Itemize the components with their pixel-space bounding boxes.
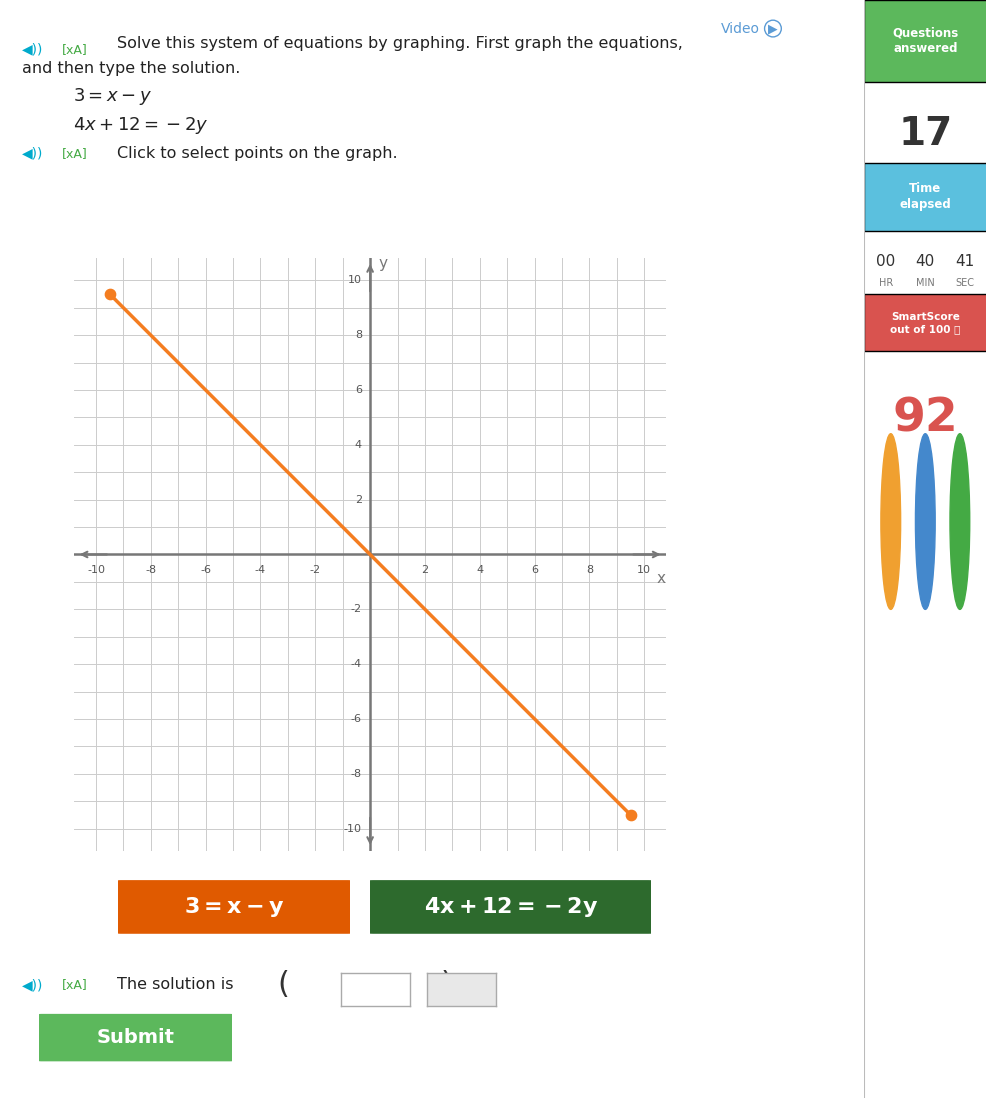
Text: 6: 6 <box>530 565 537 575</box>
Text: -6: -6 <box>351 714 362 724</box>
Text: ◀)): ◀)) <box>22 147 43 160</box>
Text: and then type the solution.: and then type the solution. <box>22 60 240 76</box>
FancyBboxPatch shape <box>863 294 986 351</box>
Point <box>622 806 638 824</box>
FancyBboxPatch shape <box>863 0 986 82</box>
Text: [xA]: [xA] <box>62 147 88 160</box>
Text: 17: 17 <box>897 115 951 153</box>
FancyBboxPatch shape <box>863 163 986 231</box>
Text: Video: Video <box>720 22 759 35</box>
Text: $\mathbf{3 = x - y}$: $\mathbf{3 = x - y}$ <box>184 895 284 919</box>
Text: 10: 10 <box>347 276 362 285</box>
Text: $3 = x - y$: $3 = x - y$ <box>73 86 153 108</box>
FancyBboxPatch shape <box>367 881 654 933</box>
Text: Questions
answered: Questions answered <box>891 26 957 55</box>
Text: Time
elapsed: Time elapsed <box>898 182 951 211</box>
Text: 6: 6 <box>355 385 362 395</box>
Text: [xA]: [xA] <box>62 43 88 56</box>
FancyBboxPatch shape <box>116 881 352 933</box>
Text: (: ( <box>277 971 289 999</box>
Circle shape <box>915 434 934 609</box>
Text: 2: 2 <box>354 495 362 505</box>
Text: ◀)): ◀)) <box>22 978 43 991</box>
Text: 41: 41 <box>954 254 973 269</box>
Point <box>102 285 117 303</box>
Text: -2: -2 <box>350 604 362 614</box>
Text: -4: -4 <box>254 565 266 575</box>
Text: y: y <box>378 256 387 271</box>
Circle shape <box>880 434 899 609</box>
Text: [xA]: [xA] <box>62 978 88 991</box>
Text: 8: 8 <box>354 330 362 340</box>
Text: -2: -2 <box>310 565 320 575</box>
Text: MIN: MIN <box>915 278 934 289</box>
Text: $4x + 12 = -2y$: $4x + 12 = -2y$ <box>73 114 209 136</box>
Text: -8: -8 <box>145 565 156 575</box>
Text: ,: , <box>361 975 367 995</box>
Text: Solve this system of equations by graphing. First graph the equations,: Solve this system of equations by graphi… <box>116 36 681 52</box>
Circle shape <box>949 434 968 609</box>
Text: 8: 8 <box>586 565 593 575</box>
FancyBboxPatch shape <box>37 1013 234 1062</box>
Text: -6: -6 <box>200 565 211 575</box>
Text: HR: HR <box>878 278 892 289</box>
Text: -10: -10 <box>343 824 362 833</box>
Text: x: x <box>656 571 665 586</box>
Text: ▶: ▶ <box>767 22 777 35</box>
Text: 10: 10 <box>637 565 651 575</box>
Text: 00: 00 <box>876 254 894 269</box>
Text: 2: 2 <box>421 565 428 575</box>
Text: -8: -8 <box>350 769 362 778</box>
Text: -10: -10 <box>87 565 105 575</box>
Text: The solution is: The solution is <box>116 977 233 993</box>
Text: 4: 4 <box>354 440 362 450</box>
Text: 40: 40 <box>915 254 934 269</box>
Text: $\mathbf{4x + 12 = -2y}$: $\mathbf{4x + 12 = -2y}$ <box>423 895 598 919</box>
Text: ).: ). <box>440 971 461 999</box>
Text: -4: -4 <box>350 659 362 669</box>
Text: SmartScore
out of 100 ⓘ: SmartScore out of 100 ⓘ <box>889 312 959 334</box>
Text: Submit: Submit <box>97 1028 175 1047</box>
Text: SEC: SEC <box>954 278 973 289</box>
Text: ◀)): ◀)) <box>22 43 43 56</box>
Text: 4: 4 <box>476 565 483 575</box>
Text: 92: 92 <box>891 397 957 441</box>
Text: Click to select points on the graph.: Click to select points on the graph. <box>116 146 396 161</box>
